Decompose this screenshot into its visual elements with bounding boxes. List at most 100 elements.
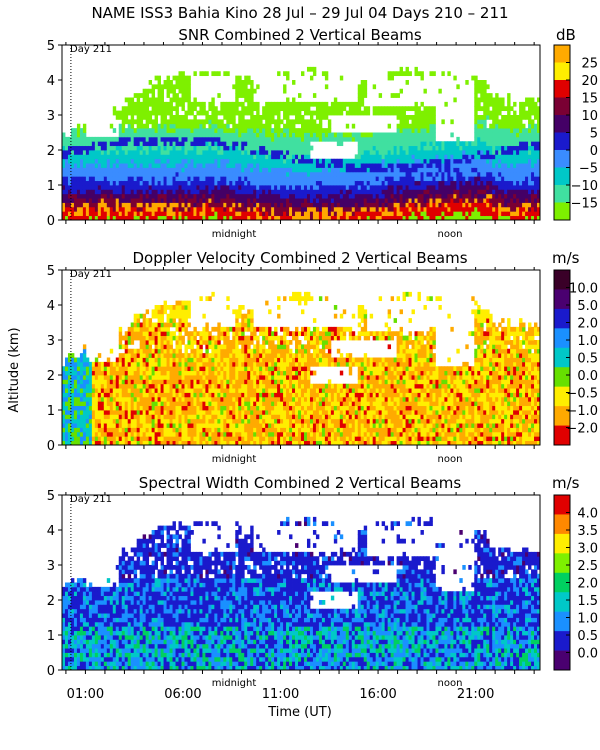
heatmap-cell [432,115,436,120]
heatmap-cell [516,145,520,151]
heatmap-cell [268,211,272,217]
heatmap-cell [151,388,156,393]
heatmap-cell [151,88,156,94]
heatmap-cell [480,202,484,208]
heatmap-cell [390,132,395,138]
heatmap-cell [298,101,302,107]
heatmap-cell [199,101,203,107]
heatmap-cell [348,110,353,116]
heatmap-cell [106,423,111,428]
heatmap-cell [223,71,227,77]
heatmap-cell [268,101,272,107]
heatmap-cell [124,211,129,217]
heatmap-cell [118,171,123,177]
heatmap-cell [190,211,194,217]
heatmap-cell [280,171,284,177]
heatmap-cell [504,115,508,120]
heatmap-cell [184,202,188,208]
heatmap-cell [220,163,224,168]
heatmap-cell [199,150,203,155]
heatmap-cell [205,211,209,217]
heatmap-cell [196,132,200,138]
heatmap-cell [136,171,141,177]
heatmap-cell [420,115,424,120]
heatmap-cell [312,215,317,221]
heatmap-cell [480,189,484,195]
heatmap-cell [256,158,260,164]
heatmap-cell [423,215,427,221]
heatmap-cell [450,202,454,208]
heatmap-cell [435,150,439,155]
heatmap-cell [438,141,442,147]
heatmap-cell [432,206,436,212]
heatmap-cell [303,141,308,147]
heatmap-cell [94,361,99,367]
heatmap-cell [124,115,129,120]
heatmap-cell [492,176,496,182]
heatmap-cell [172,158,176,164]
heatmap-cell [238,150,242,155]
heatmap-cell [85,414,90,420]
heatmap-cell [82,414,87,420]
heatmap-cell [456,211,460,217]
heatmap-cell [241,171,245,177]
heatmap-cell [64,379,69,385]
heatmap-cell [67,193,72,199]
heatmap-cell [163,198,167,203]
heatmap-cell [312,180,317,186]
heatmap-cell [286,150,290,155]
heatmap-cell [315,136,320,142]
heatmap-cell [139,101,144,107]
heatmap-cell [148,154,153,160]
heatmap-cell [163,392,167,398]
heatmap-cell [423,185,427,190]
heatmap-cell [115,198,120,203]
heatmap-cell [420,211,424,217]
heatmap-cell [103,171,108,177]
heatmap-cell [411,115,415,120]
heatmap-cell [238,215,242,221]
heatmap-cell [166,163,170,168]
heatmap-cell [250,88,254,94]
heatmap-cell [82,396,87,402]
heatmap-cell [262,145,266,151]
heatmap-cell [289,176,293,182]
heatmap-cell [528,106,532,112]
heatmap-cell [399,119,403,125]
heatmap-cell [163,101,167,107]
heatmap-cell [531,171,535,177]
snr-heatmap [61,42,541,224]
heatmap-cell [504,145,508,151]
heatmap-cell [375,163,380,168]
heatmap-cell [339,185,344,190]
heatmap-cell [468,163,472,168]
heatmap-cell [172,206,176,212]
heatmap-cell [214,185,218,190]
heatmap-cell [223,202,227,208]
heatmap-cell [280,141,284,147]
heatmap-cell [223,171,227,177]
heatmap-cell [372,202,377,208]
heatmap-cell [94,180,99,186]
heatmap-cell [88,396,93,402]
heatmap-cell [498,119,502,125]
heatmap-cell [444,158,448,164]
heatmap-cell [142,348,147,354]
heatmap-cell [118,379,123,385]
heatmap-cell [447,180,451,186]
heatmap-cell [223,123,227,129]
heatmap-cell [181,211,185,217]
heatmap-cell [62,171,66,177]
heatmap-cell [390,167,395,173]
heatmap-cell [256,115,260,120]
heatmap-cell [100,431,105,437]
heatmap-cell [292,132,296,138]
heatmap-cell [510,171,514,177]
heatmap-cell [528,154,532,160]
heatmap-cell [280,119,284,125]
heatmap-cell [133,171,138,177]
heatmap-cell [534,150,538,155]
heatmap-cell [145,418,150,424]
heatmap-cell [247,150,251,155]
heatmap-cell [121,401,126,407]
